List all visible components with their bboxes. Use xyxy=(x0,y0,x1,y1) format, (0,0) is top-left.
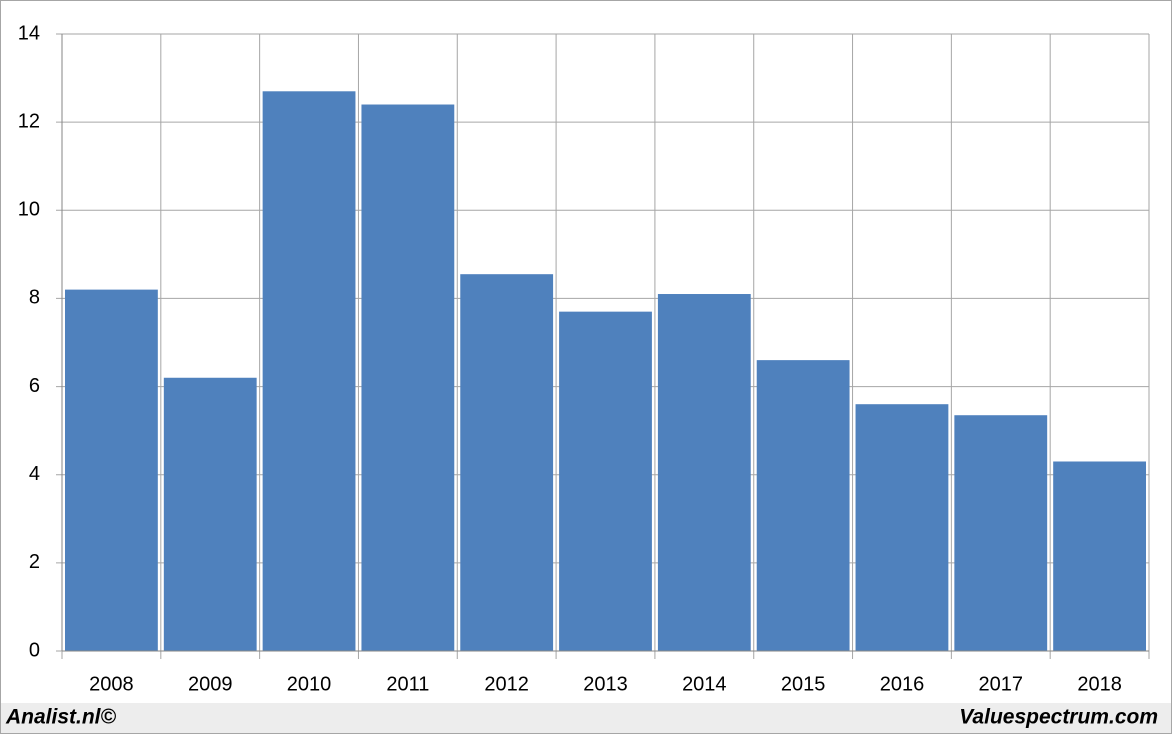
y-tick-label: 0 xyxy=(29,639,40,661)
bar xyxy=(361,104,455,651)
x-tick-label: 2014 xyxy=(682,673,727,695)
bar xyxy=(65,289,158,651)
bar xyxy=(657,294,751,651)
y-tick-label: 8 xyxy=(29,287,40,309)
bar xyxy=(954,415,1048,651)
x-tick-label: 2008 xyxy=(89,673,134,695)
y-tick-label: 10 xyxy=(18,199,40,221)
x-tick-label: 2010 xyxy=(287,673,332,695)
bar xyxy=(756,360,850,651)
y-tick-label: 12 xyxy=(18,110,40,132)
x-tick-label: 2011 xyxy=(386,673,429,695)
y-tick-label: 4 xyxy=(29,463,40,485)
x-tick-label: 2009 xyxy=(188,673,233,695)
footer-right: Valuespectrum.com xyxy=(959,706,1158,729)
y-tick-label: 2 xyxy=(29,551,40,573)
x-tick-label: 2015 xyxy=(781,673,826,695)
bar xyxy=(262,91,356,652)
footer-band xyxy=(1,703,1171,733)
y-tick-label: 14 xyxy=(18,22,40,44)
y-tick-label: 6 xyxy=(29,375,40,397)
footer-left: Analist.nl© xyxy=(5,706,117,729)
bar xyxy=(163,377,257,651)
x-tick-label: 2013 xyxy=(583,673,628,695)
bar xyxy=(460,274,554,651)
x-tick-label: 2017 xyxy=(979,673,1024,695)
bar xyxy=(1053,461,1146,651)
x-tick-label: 2018 xyxy=(1077,673,1122,695)
x-tick-label: 2016 xyxy=(880,673,925,695)
bar xyxy=(855,404,949,651)
x-tick-label: 2012 xyxy=(484,673,529,695)
bar xyxy=(559,311,652,651)
